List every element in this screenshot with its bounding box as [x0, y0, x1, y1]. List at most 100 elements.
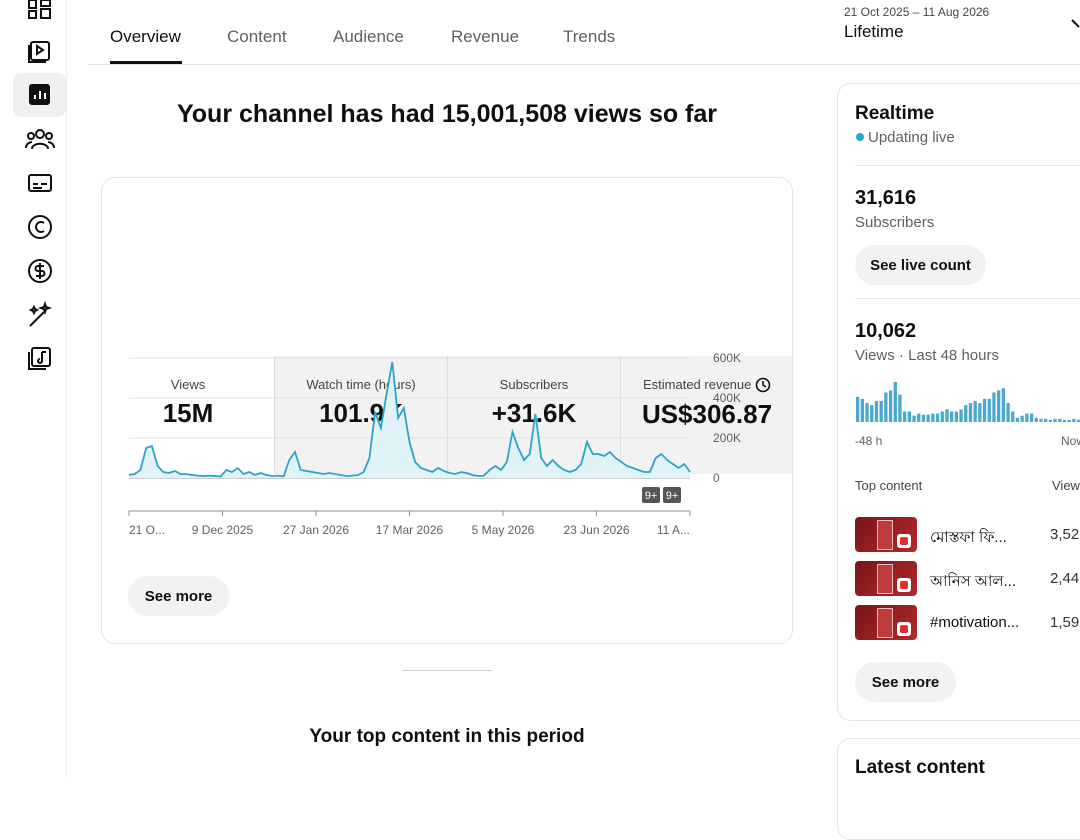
x-tick-label: 17 Mar 2026 [376, 523, 444, 537]
see-more-button[interactable]: See more [855, 662, 956, 702]
date-range[interactable]: 21 Oct 2025 – 11 Aug 2026 [844, 5, 990, 19]
bar [950, 411, 954, 422]
divider [402, 670, 492, 671]
bar [1039, 418, 1043, 422]
bar [931, 413, 935, 422]
y-tick-label: 200K [713, 431, 741, 445]
bar [940, 411, 944, 422]
bar [945, 409, 949, 422]
section-heading: Your top content in this period [309, 726, 585, 747]
metric-value: 15M [162, 398, 214, 428]
x-label: Now [1061, 434, 1080, 448]
bar [898, 394, 902, 422]
x-tick-label: 21 O... [129, 523, 165, 537]
date-preset[interactable]: Lifetime [844, 22, 904, 41]
bar [1062, 419, 1067, 422]
x-tick-label: 5 May 2026 [472, 523, 535, 537]
bar [1058, 418, 1062, 422]
realtime-title: Realtime [855, 103, 935, 124]
tab[interactable]: Audience [333, 27, 404, 46]
bar [860, 398, 864, 422]
bar [1015, 417, 1020, 422]
bar [982, 398, 987, 422]
x-label: -48 h [855, 434, 882, 448]
bar [1067, 419, 1071, 422]
bar [1011, 411, 1015, 422]
bar [893, 382, 897, 422]
live-count-button[interactable]: See live count [855, 245, 986, 285]
overview-card: Views 15M Watch time (hours) 101.9K Subscr… [101, 177, 793, 644]
annotation-badge [663, 487, 681, 503]
bar [1029, 413, 1034, 422]
tab[interactable]: Overview [110, 27, 181, 46]
bar [907, 411, 911, 422]
x-tick-label: 11 A... [657, 523, 690, 537]
bar [1006, 403, 1010, 422]
views-header: Views [1052, 478, 1080, 493]
tab[interactable]: Revenue [451, 27, 520, 46]
bar [874, 400, 879, 422]
metric-tab[interactable]: Watch time (hours) 101.9K [274, 356, 447, 474]
bar [973, 400, 977, 422]
bar [903, 411, 907, 422]
metric-tab[interactable]: Views 15M [102, 356, 274, 474]
bar [865, 403, 869, 422]
bar [926, 414, 930, 422]
x-tick-label: 27 Jan 2026 [283, 523, 349, 537]
thumbnail[interactable] [855, 517, 917, 552]
bar [917, 413, 921, 422]
top-content-label: Top content [855, 478, 923, 493]
video-views: 3,52 [1050, 526, 1080, 543]
annotation-label: 9+ [645, 490, 658, 502]
bar [856, 396, 860, 422]
charts: 0 200K 400K 600K 21 O... 9 Dec 2025 27 Jan 202… [128, 351, 1080, 537]
bar [1001, 388, 1005, 422]
divider [855, 165, 1080, 166]
annotation-badge [642, 487, 660, 503]
metric-label-text: Estimated revenue [642, 377, 752, 392]
annotation-label: 9+ [666, 490, 679, 502]
y-tick-label: 600K [713, 351, 741, 365]
clock-icon [755, 377, 771, 393]
bar [1025, 413, 1029, 422]
video-title[interactable]: আনিস আল... [930, 573, 1016, 590]
tab-indicator [110, 61, 182, 64]
live-dot [856, 133, 864, 141]
bar [935, 413, 940, 422]
metric-value: US$306.87 [641, 399, 773, 429]
bar [992, 392, 996, 422]
video-title[interactable]: #motivation... [930, 614, 1020, 631]
x-tick-label: 9 Dec 2025 [192, 523, 254, 537]
tab-divider [88, 64, 1080, 65]
bar [1044, 418, 1048, 422]
bar [879, 400, 883, 422]
video-title[interactable]: মোস্তফা ফি... [930, 529, 1007, 546]
metric-tab[interactable]: Estimated revenue US$306.87 [620, 356, 792, 474]
bar [968, 403, 973, 422]
see-more-button[interactable]: See more [128, 576, 229, 616]
subscriber-label: Subscribers [855, 214, 935, 231]
metric-label: Subscribers [499, 377, 569, 392]
bar [954, 411, 958, 422]
video-views: 2,44 [1050, 570, 1080, 587]
thumbnail[interactable] [855, 605, 917, 640]
tab[interactable]: Content [227, 27, 287, 46]
thumbnail[interactable] [855, 561, 917, 596]
bar [1048, 419, 1052, 422]
metric-label: Views [170, 377, 206, 392]
bar [1020, 415, 1024, 422]
bar [997, 390, 1001, 422]
views-count: 10,062 [855, 320, 917, 342]
bar [1053, 418, 1057, 422]
dropdown-icon[interactable] [1068, 16, 1080, 34]
tab[interactable]: Trends [563, 27, 616, 46]
subscriber-count: 31,616 [855, 187, 917, 209]
line [128, 361, 691, 478]
latest-title: Latest content [855, 757, 985, 778]
headline: Your channel has had 15,001,508 views so… [176, 100, 718, 128]
bar [921, 414, 926, 422]
bar [978, 403, 982, 422]
bar [987, 398, 991, 422]
x-tick-label: 23 Jun 2026 [563, 523, 629, 537]
bar [1072, 418, 1076, 422]
